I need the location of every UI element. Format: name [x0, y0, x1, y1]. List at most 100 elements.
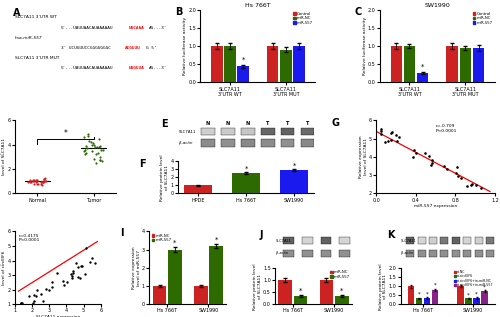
Text: J: J: [260, 230, 263, 240]
Bar: [261, 139, 274, 147]
Bar: [221, 128, 234, 135]
Point: [30, 298, 38, 303]
Text: *: *: [421, 64, 424, 70]
Point: [392, 132, 400, 137]
Text: A: A: [12, 8, 20, 18]
Bar: [475, 237, 483, 244]
Point: [95, 145, 103, 150]
Text: UGCAAA: UGCAAA: [128, 26, 144, 29]
Text: *: *: [174, 240, 176, 246]
Bar: [280, 50, 291, 82]
Point: [40, 179, 48, 184]
Legend: miR-NC, miR-557: miR-NC, miR-557: [151, 233, 172, 243]
Bar: [201, 139, 214, 147]
Text: SLC7A11: SLC7A11: [276, 239, 291, 243]
Bar: [464, 249, 471, 257]
Point: [384, 139, 392, 144]
Point: [30, 181, 38, 186]
Bar: [221, 139, 234, 147]
Point: [410, 147, 418, 152]
Text: *: *: [214, 237, 218, 243]
Point: [32, 179, 40, 184]
Y-axis label: Relative expression
level of SLC7A11: Relative expression level of SLC7A11: [0, 136, 6, 178]
Point: [24, 179, 32, 184]
Point: [37, 181, 45, 186]
Point: [381, 140, 389, 145]
Bar: [284, 249, 294, 257]
Bar: [281, 128, 294, 135]
Text: I: I: [120, 229, 124, 238]
Point: [82, 144, 90, 149]
Bar: [424, 298, 430, 304]
Bar: [281, 139, 294, 147]
Point: [99, 147, 107, 152]
Bar: [486, 249, 494, 257]
Bar: [294, 296, 308, 304]
Y-axis label: Relative expression
level of SLC7A11: Relative expression level of SLC7A11: [359, 136, 368, 178]
Text: N: N: [246, 121, 250, 126]
Point: [425, 153, 433, 158]
Bar: [241, 128, 254, 135]
Point: [84, 132, 92, 137]
Text: *: *: [468, 292, 470, 297]
Bar: [406, 237, 414, 244]
Bar: [339, 237, 350, 244]
Bar: [473, 48, 484, 82]
Point: [30, 292, 38, 297]
Point: [38, 298, 46, 303]
Text: SLC7A11 3'UTR MUT: SLC7A11 3'UTR MUT: [15, 56, 60, 60]
Bar: [302, 249, 313, 257]
Text: ACGUUU: ACGUUU: [126, 46, 141, 50]
Point: [48, 284, 56, 289]
Point: [60, 282, 68, 288]
Text: β-actin: β-actin: [276, 251, 288, 255]
Text: T: T: [306, 121, 310, 126]
Text: *: *: [244, 166, 248, 172]
Point: [427, 163, 435, 168]
Point: [88, 256, 96, 261]
Point: [62, 279, 70, 284]
Text: K: K: [388, 230, 395, 240]
Point: [46, 288, 54, 293]
Text: N: N: [206, 121, 210, 126]
Point: [40, 176, 48, 181]
Point: [98, 158, 106, 164]
Point: [387, 137, 395, 142]
Point: [457, 175, 465, 180]
Point: [69, 268, 77, 273]
Text: SLC7A11: SLC7A11: [179, 130, 196, 133]
Bar: [473, 298, 480, 304]
Point: [412, 150, 420, 155]
Point: [376, 126, 384, 131]
Point: [92, 152, 100, 157]
Point: [18, 300, 26, 305]
Point: [464, 183, 471, 188]
Bar: [284, 237, 294, 244]
X-axis label: SLC7A11 expression: SLC7A11 expression: [36, 315, 80, 317]
Point: [30, 179, 38, 184]
Point: [86, 139, 94, 144]
Bar: [184, 185, 212, 193]
Bar: [417, 73, 428, 82]
Text: B: B: [175, 7, 182, 16]
Text: *: *: [64, 129, 68, 138]
Y-axis label: Relative luciferase activity: Relative luciferase activity: [183, 17, 187, 75]
Point: [454, 165, 462, 170]
Point: [48, 279, 56, 284]
Text: C: C: [354, 7, 362, 16]
Text: hsa-miR-557: hsa-miR-557: [15, 36, 42, 40]
Point: [58, 279, 66, 284]
Text: UGGUUA: UGGUUA: [128, 67, 144, 70]
Point: [394, 134, 402, 139]
Bar: [267, 46, 278, 82]
Point: [80, 148, 88, 153]
Bar: [300, 139, 314, 147]
Point: [97, 147, 105, 152]
Point: [17, 300, 25, 305]
Text: E: E: [162, 119, 168, 129]
Bar: [406, 249, 414, 257]
Point: [81, 272, 89, 277]
Point: [387, 131, 395, 136]
Point: [428, 161, 436, 166]
Bar: [261, 128, 274, 135]
